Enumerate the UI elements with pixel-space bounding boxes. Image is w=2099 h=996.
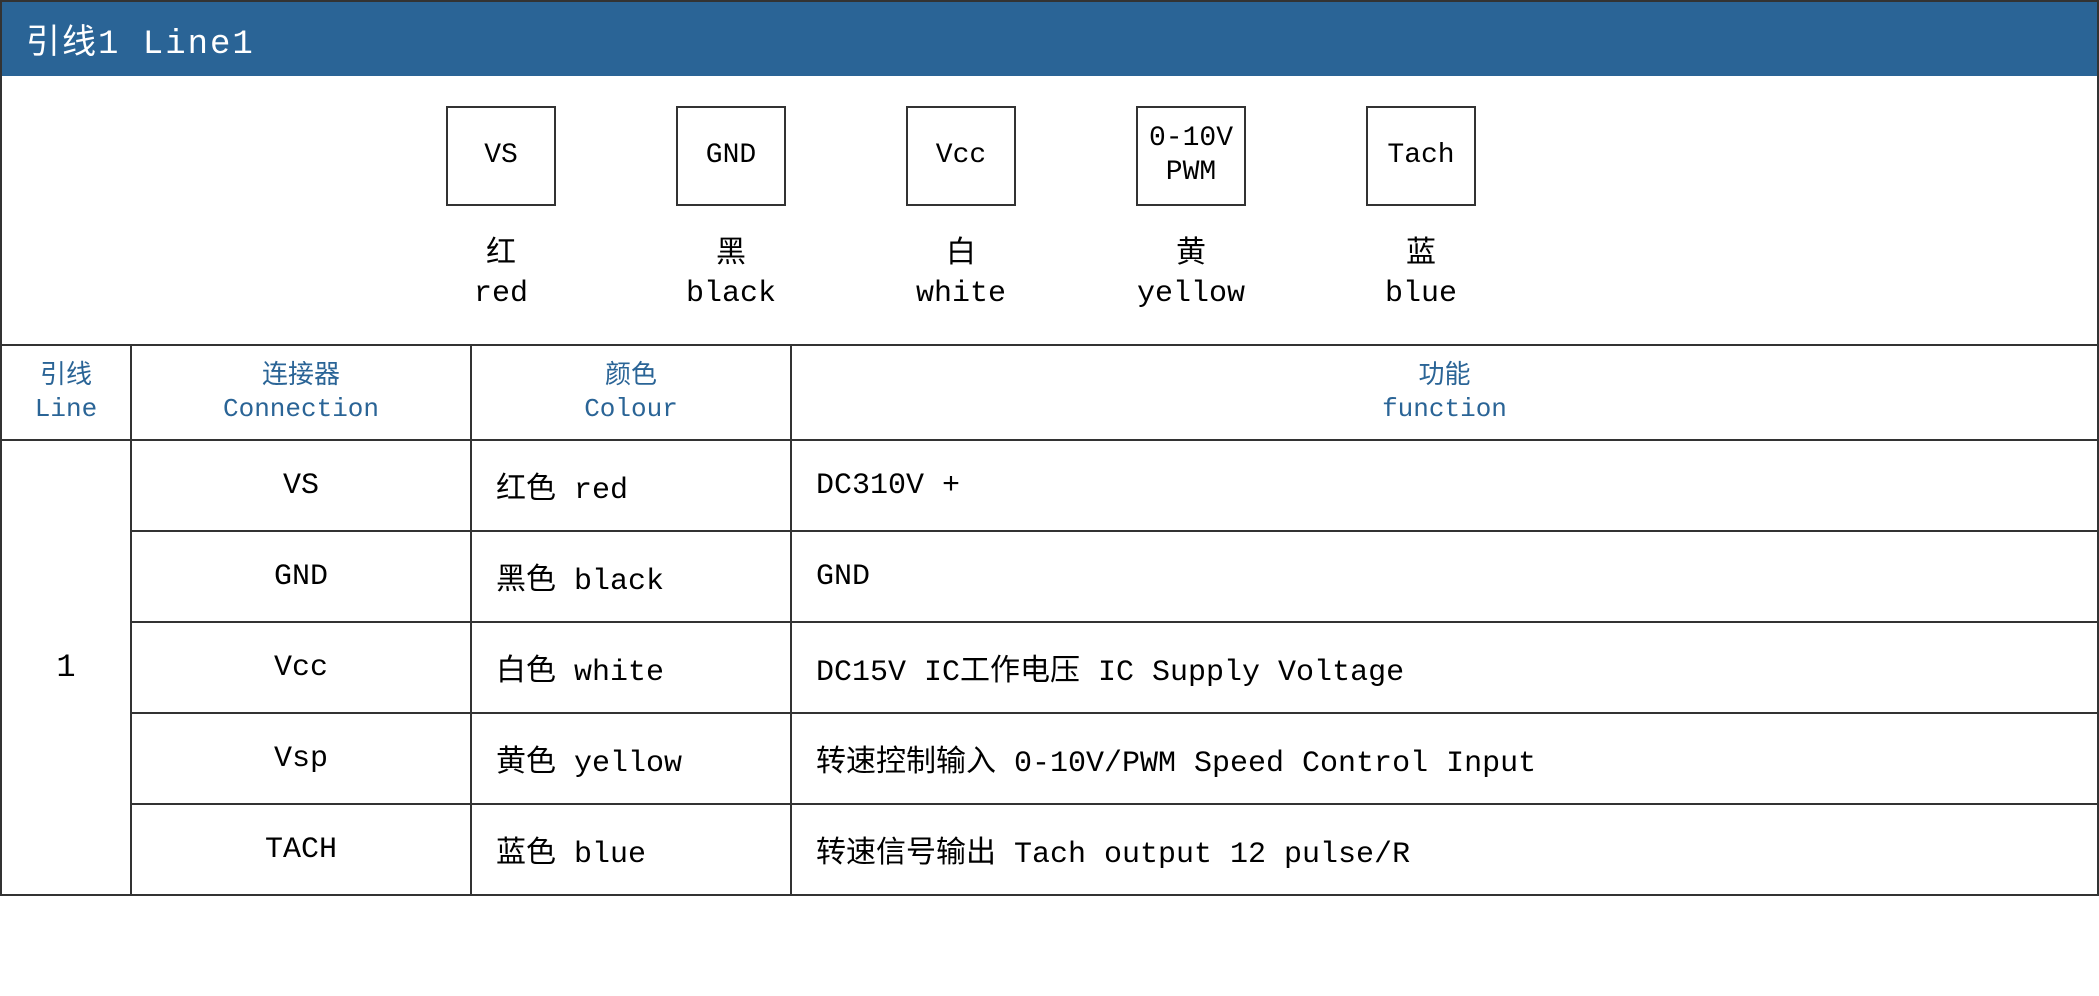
pin-color-label: 白 white [916,236,1006,314]
pin-color-cn: 黄 [1137,236,1245,275]
pin-box-label: Tach [1387,139,1454,173]
pin-color-label: 黑 black [686,236,776,314]
pin-box: Vcc [906,106,1016,206]
pin-gnd: GND 黑 black [676,106,786,314]
table-cell-colour: 白色 white [472,623,792,714]
table-cell-function: 转速控制输入 0-10V/PWM Speed Control Input [792,714,2097,805]
pin-color-en: yellow [1137,275,1245,314]
table-cell-connection: VS [132,441,472,532]
col-header-en: function [800,393,2089,426]
line-number: 1 [56,649,75,686]
pin-box-label: Vcc [936,139,986,173]
table-cell-connection: TACH [132,805,472,894]
pin-color-en: white [916,275,1006,314]
col-header-en: Connection [140,393,462,426]
table-cell-colour: 红色 red [472,441,792,532]
pin-box-label-line1: 0-10V [1149,122,1233,156]
pin-color-cn: 白 [916,236,1006,275]
table-cell-colour: 黄色 yellow [472,714,792,805]
col-header-cn: 颜色 [480,360,782,393]
pin-row: VS 红 red GND 黑 black Vcc [26,106,2073,314]
col-header-function: 功能 function [792,346,2097,441]
pin-0-10v-pwm: 0-10V PWM 黄 yellow [1136,106,1246,314]
col-header-line: 引线 Line [2,346,132,441]
pin-color-label: 黄 yellow [1137,236,1245,314]
pin-box: 0-10V PWM [1136,106,1246,206]
col-header-cn: 功能 [800,360,2089,393]
pin-box-label: VS [484,139,518,173]
col-header-connection: 连接器 Connection [132,346,472,441]
pin-box: Tach [1366,106,1476,206]
col-header-cn: 引线 [10,360,122,393]
pin-color-en: red [474,275,528,314]
col-header-en: Line [10,393,122,426]
pin-tach: Tach 蓝 blue [1366,106,1476,314]
pin-color-en: blue [1385,275,1457,314]
pin-box: VS [446,106,556,206]
pin-box-label-line2: PWM [1166,156,1216,190]
panel-title-bar: 引线1 Line1 [2,2,2097,76]
col-header-en: Colour [480,393,782,426]
table-cell-function: GND [792,532,2097,623]
pin-box: GND [676,106,786,206]
wiring-spec-panel: 引线1 Line1 VS 红 red GND 黑 black [0,0,2099,896]
table-cell-function: DC310V + [792,441,2097,532]
pin-vcc: Vcc 白 white [906,106,1016,314]
pin-color-en: black [686,275,776,314]
pin-color-cn: 蓝 [1385,236,1457,275]
col-header-colour: 颜色 Colour [472,346,792,441]
wiring-table: 引线 Line 连接器 Connection 颜色 Colour 功能 func… [2,346,2097,894]
table-cell-function: DC15V IC工作电压 IC Supply Voltage [792,623,2097,714]
line-number-cell: 1 [2,441,132,894]
table-cell-colour: 蓝色 blue [472,805,792,894]
pin-color-label: 蓝 blue [1385,236,1457,314]
panel-title: 引线1 Line1 [26,26,255,64]
pin-box-label: GND [706,139,756,173]
pin-color-label: 红 red [474,236,528,314]
table-cell-connection: GND [132,532,472,623]
pin-color-cn: 红 [474,236,528,275]
table-cell-colour: 黑色 black [472,532,792,623]
table-cell-function: 转速信号输出 Tach output 12 pulse/R [792,805,2097,894]
pin-diagram: VS 红 red GND 黑 black Vcc [2,76,2097,346]
pin-vs: VS 红 red [446,106,556,314]
pin-color-cn: 黑 [686,236,776,275]
col-header-cn: 连接器 [140,360,462,393]
table-cell-connection: Vcc [132,623,472,714]
table-cell-connection: Vsp [132,714,472,805]
